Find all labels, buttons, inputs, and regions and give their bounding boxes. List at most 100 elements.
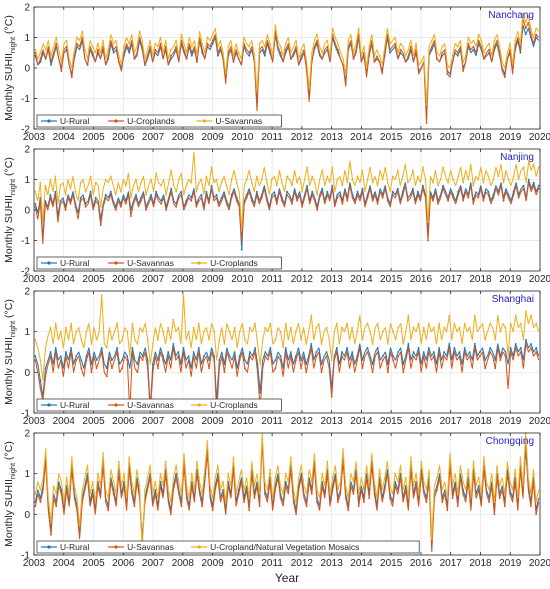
data-point <box>443 326 446 329</box>
data-point <box>417 347 420 349</box>
data-point <box>396 190 399 193</box>
data-point <box>315 355 318 357</box>
x-tick-label: 2006 <box>112 132 135 143</box>
data-point <box>99 224 102 227</box>
data-point <box>320 343 323 345</box>
data-point <box>50 521 52 524</box>
data-point <box>109 190 112 193</box>
legend-label: U-Rural <box>60 116 89 126</box>
data-point <box>346 322 348 325</box>
data-point <box>159 36 162 39</box>
data-point <box>235 181 238 184</box>
data-point <box>443 351 446 353</box>
data-point <box>366 322 369 325</box>
data-point <box>154 48 157 51</box>
data-point <box>250 181 253 184</box>
x-tick-label: 2020 <box>529 416 550 427</box>
data-point <box>389 485 391 487</box>
data-point <box>535 347 538 349</box>
data-point <box>402 363 405 366</box>
data-point <box>346 351 348 353</box>
x-tick-label: 2015 <box>380 416 403 427</box>
data-point <box>160 203 163 205</box>
data-point <box>100 347 103 349</box>
series-line-u-rural <box>34 178 540 251</box>
data-point <box>159 472 162 475</box>
x-tick-label: 2004 <box>53 416 76 427</box>
data-point <box>401 175 404 178</box>
x-tick-label: 2012 <box>291 416 314 427</box>
x-tick-label: 2014 <box>350 274 373 285</box>
data-point <box>483 51 485 54</box>
data-point <box>128 48 131 51</box>
data-point <box>512 175 515 178</box>
x-tick-label: 2009 <box>201 274 224 285</box>
data-point <box>522 166 525 169</box>
data-point <box>205 175 208 178</box>
data-point <box>415 480 417 483</box>
data-point <box>97 42 99 45</box>
data-point <box>509 347 512 349</box>
x-tick-label: 2010 <box>231 558 254 569</box>
data-point <box>34 359 37 361</box>
data-point <box>95 338 98 341</box>
data-point <box>135 178 137 181</box>
data-point <box>145 193 147 196</box>
data-point <box>468 351 471 353</box>
x-tick-label: 2005 <box>82 132 105 143</box>
x-tick-label: 2006 <box>112 558 135 569</box>
data-point <box>381 330 384 333</box>
data-point <box>133 493 136 495</box>
data-point <box>524 27 527 30</box>
data-point <box>180 193 183 196</box>
data-point <box>346 347 348 349</box>
series-line-u-croplands <box>34 151 540 229</box>
data-point <box>65 489 68 491</box>
data-point <box>175 39 178 42</box>
data-point <box>447 181 449 184</box>
data-point <box>504 326 507 329</box>
data-point <box>76 509 78 512</box>
x-tick-label: 2006 <box>112 274 135 285</box>
data-point <box>286 193 288 196</box>
data-point <box>514 39 517 42</box>
data-point <box>162 359 165 361</box>
data-point <box>213 355 216 357</box>
data-point <box>89 193 92 196</box>
data-point <box>255 193 258 196</box>
y-tick-label: -1 <box>21 94 30 105</box>
data-point <box>185 485 188 487</box>
data-point <box>311 190 314 193</box>
data-point <box>477 33 480 36</box>
series-line-u-croplands <box>34 18 540 124</box>
data-point <box>70 347 72 349</box>
data-point <box>432 200 434 202</box>
data-point <box>507 193 510 196</box>
data-point <box>160 200 163 202</box>
data-point <box>463 351 466 353</box>
y-axis-label-main: Monthly SUHII <box>3 195 15 263</box>
data-point <box>504 355 507 357</box>
data-point <box>225 184 228 187</box>
data-point <box>263 493 266 495</box>
data-point <box>331 27 334 30</box>
x-tick-label: 2006 <box>112 416 135 427</box>
data-point <box>316 39 318 42</box>
legend-marker <box>114 119 118 123</box>
y-tick-label: 1 <box>24 175 30 186</box>
data-point <box>514 468 517 471</box>
data-point <box>488 42 490 45</box>
data-point <box>228 355 231 357</box>
data-point <box>111 367 113 370</box>
data-point <box>89 190 92 193</box>
data-point <box>170 54 172 57</box>
data-point <box>289 355 292 357</box>
data-point <box>250 200 253 202</box>
data-point <box>116 351 118 353</box>
data-point <box>422 326 425 329</box>
data-point <box>264 355 267 357</box>
x-tick-label: 2004 <box>53 558 76 569</box>
data-point <box>479 351 481 353</box>
data-point <box>140 196 142 199</box>
data-point <box>228 330 231 333</box>
